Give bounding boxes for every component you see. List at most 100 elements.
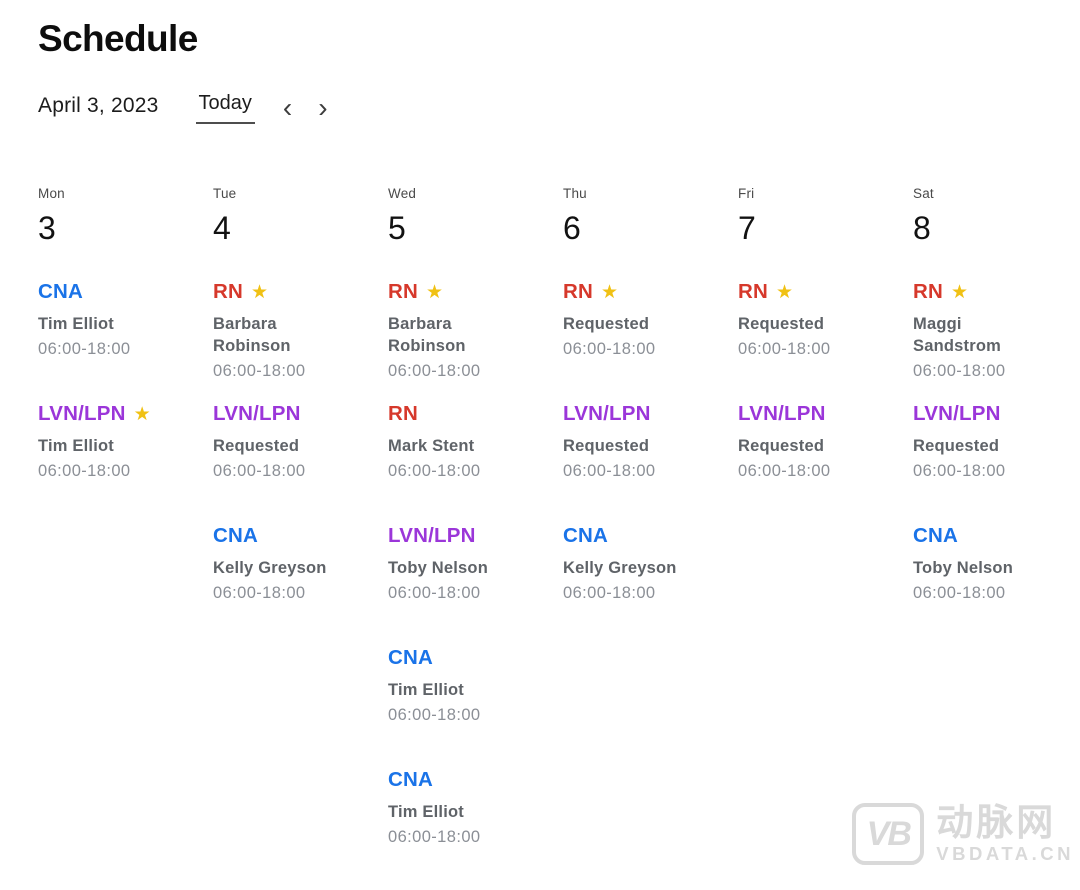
shift-card[interactable]: CNA Kelly Greyson 06:00-18:00 xyxy=(213,524,388,603)
toolbar: April 3, 2023 Today ‹ › xyxy=(38,92,1080,130)
day-slots: RN ★ Barbara Robinson 06:00-18:00 LVN/LP… xyxy=(213,280,388,890)
shift-time: 06:00-18:00 xyxy=(913,461,1006,480)
shift-card[interactable]: CNA Tim Elliot 06:00-18:00 xyxy=(388,768,563,847)
shift-time: 06:00-18:00 xyxy=(563,583,656,602)
shift-time: 06:00-18:00 xyxy=(563,461,656,480)
shift-card[interactable]: LVN/LPN Toby Nelson 06:00-18:00 xyxy=(388,524,563,603)
watermark-site-name: 动脉网 xyxy=(936,801,1057,843)
prev-week-button[interactable]: ‹ xyxy=(277,92,298,122)
shift-card[interactable]: LVN/LPN Requested 06:00-18:00 xyxy=(738,402,913,481)
shift-name: Toby Nelson xyxy=(913,559,1013,577)
today-button[interactable]: Today xyxy=(195,92,255,124)
current-date-label: April 3, 2023 xyxy=(38,94,159,117)
shift-time: 06:00-18:00 xyxy=(38,461,131,480)
shift-name: Requested xyxy=(563,437,650,455)
chevron-right-icon: › xyxy=(318,92,328,123)
shift-slot: CNA Toby Nelson 06:00-18:00 xyxy=(913,524,1080,646)
day-column: Sat 8 RN ★ Maggi Sandstrom 06:00-18:00 L… xyxy=(913,186,1080,890)
shift-card[interactable]: LVN/LPN Requested 06:00-18:00 xyxy=(563,402,738,481)
weekday-label: Wed xyxy=(388,186,417,201)
shift-role-label: CNA xyxy=(388,768,434,791)
shift-slot xyxy=(563,768,738,890)
shift-card[interactable]: CNA Tim Elliot 06:00-18:00 xyxy=(38,280,213,359)
weekday-label: Tue xyxy=(213,186,237,201)
shift-role-row: RN ★ xyxy=(563,280,738,304)
shift-role-label: RN xyxy=(213,280,244,303)
shift-time: 06:00-18:00 xyxy=(213,583,306,602)
shift-card[interactable]: RN Mark Stent 06:00-18:00 xyxy=(388,402,563,481)
shift-slot: LVN/LPN Requested 06:00-18:00 xyxy=(213,402,388,524)
day-number: 5 xyxy=(388,210,406,246)
shift-time: 06:00-18:00 xyxy=(738,339,831,358)
weekday-label: Mon xyxy=(38,186,65,201)
next-week-button[interactable]: › xyxy=(312,92,333,122)
shift-role-label: LVN/LPN xyxy=(738,402,826,425)
shift-slot xyxy=(38,524,213,646)
shift-name: Requested xyxy=(563,315,650,333)
vbdata-logo-icon: VB xyxy=(852,803,925,865)
day-column: Wed 5 RN ★ Barbara Robinson 06:00-18:00 … xyxy=(388,186,563,890)
shift-card[interactable]: CNA Tim Elliot 06:00-18:00 xyxy=(388,646,563,725)
shift-card[interactable]: RN ★ Maggi Sandstrom 06:00-18:00 xyxy=(913,280,1080,381)
shift-card[interactable]: RN ★ Barbara Robinson 06:00-18:00 xyxy=(213,280,388,381)
shift-slot: RN Mark Stent 06:00-18:00 xyxy=(388,402,563,524)
shift-card[interactable]: LVN/LPN ★ Tim Elliot 06:00-18:00 xyxy=(38,402,213,481)
shift-time: 06:00-18:00 xyxy=(388,461,481,480)
shift-role-row: LVN/LPN xyxy=(738,402,913,426)
shift-card[interactable]: LVN/LPN Requested 06:00-18:00 xyxy=(913,402,1080,481)
shift-role-row: CNA xyxy=(913,524,1080,548)
day-number: 8 xyxy=(913,210,931,246)
shift-name: Tim Elliot xyxy=(388,803,464,821)
shift-time: 06:00-18:00 xyxy=(38,339,131,358)
shift-time: 06:00-18:00 xyxy=(738,461,831,480)
shift-slot: CNA Tim Elliot 06:00-18:00 xyxy=(38,280,213,402)
shift-card[interactable]: CNA Kelly Greyson 06:00-18:00 xyxy=(563,524,738,603)
weekday-label: Sat xyxy=(913,186,934,201)
shift-role-row: CNA xyxy=(38,280,213,304)
day-column: Tue 4 RN ★ Barbara Robinson 06:00-18:00 … xyxy=(213,186,388,890)
shift-role-row: RN xyxy=(388,402,563,426)
shift-time: 06:00-18:00 xyxy=(913,361,1006,380)
shift-slot: CNA Kelly Greyson 06:00-18:00 xyxy=(213,524,388,646)
shift-role-label: CNA xyxy=(388,646,434,669)
shift-role-row: LVN/LPN xyxy=(913,402,1080,426)
shift-time: 06:00-18:00 xyxy=(388,583,481,602)
shift-name: Tim Elliot xyxy=(38,315,114,333)
shift-name: Barbara Robinson xyxy=(388,315,466,355)
shift-name: Tim Elliot xyxy=(388,681,464,699)
shift-slot xyxy=(38,768,213,890)
vbdata-logo-text: VB xyxy=(866,814,912,853)
shift-card[interactable]: RN ★ Requested 06:00-18:00 xyxy=(563,280,738,359)
shift-name: Kelly Greyson xyxy=(563,559,677,577)
day-column: Thu 6 RN ★ Requested 06:00-18:00 LVN/LPN… xyxy=(563,186,738,890)
shift-time: 06:00-18:00 xyxy=(213,361,306,380)
shift-role-label: LVN/LPN xyxy=(563,402,651,425)
shift-slot: CNA Tim Elliot 06:00-18:00 xyxy=(388,646,563,768)
shift-role-label: LVN/LPN xyxy=(38,402,126,425)
shift-card[interactable]: LVN/LPN Requested 06:00-18:00 xyxy=(213,402,388,481)
shift-card[interactable]: RN ★ Requested 06:00-18:00 xyxy=(738,280,913,359)
shift-name: Maggi Sandstrom xyxy=(913,315,1001,355)
shift-role-label: LVN/LPN xyxy=(913,402,1001,425)
day-number: 7 xyxy=(738,210,756,246)
shift-role-label: RN xyxy=(563,280,594,303)
shift-slot: CNA Kelly Greyson 06:00-18:00 xyxy=(563,524,738,646)
day-column: Mon 3 CNA Tim Elliot 06:00-18:00 LVN/LPN… xyxy=(38,186,213,890)
shift-role-row: RN ★ xyxy=(913,280,1080,304)
page-title: Schedule xyxy=(38,18,198,59)
weekday-label: Thu xyxy=(563,186,587,201)
shift-name: Requested xyxy=(738,437,825,455)
shift-slot: RN ★ Requested 06:00-18:00 xyxy=(738,280,913,402)
shift-card[interactable]: CNA Toby Nelson 06:00-18:00 xyxy=(913,524,1080,603)
shift-time: 06:00-18:00 xyxy=(388,827,481,846)
shift-card[interactable]: RN ★ Barbara Robinson 06:00-18:00 xyxy=(388,280,563,381)
shift-name: Requested xyxy=(738,315,825,333)
shift-slot: LVN/LPN ★ Tim Elliot 06:00-18:00 xyxy=(38,402,213,524)
shift-role-row: LVN/LPN ★ xyxy=(38,402,213,426)
shift-role-row: CNA xyxy=(213,524,388,548)
day-slots: CNA Tim Elliot 06:00-18:00 LVN/LPN ★ Tim… xyxy=(38,280,213,890)
day-slots: RN ★ Maggi Sandstrom 06:00-18:00 LVN/LPN… xyxy=(913,280,1080,890)
shift-time: 06:00-18:00 xyxy=(913,583,1006,602)
shift-time: 06:00-18:00 xyxy=(388,361,481,380)
